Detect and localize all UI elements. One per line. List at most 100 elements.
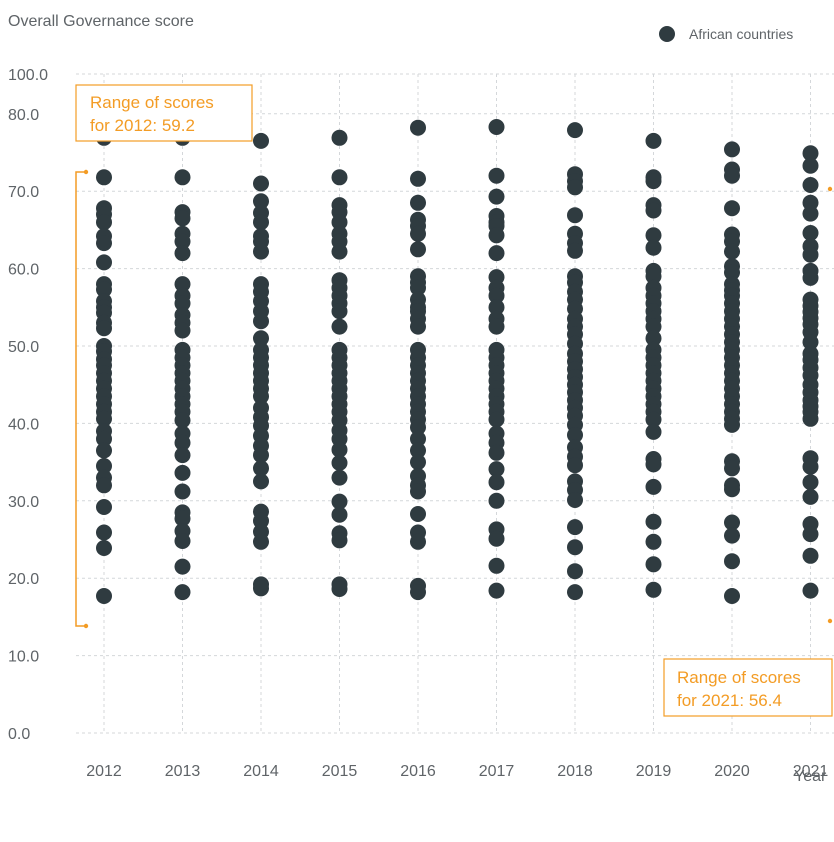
range-bracket-2012	[75, 171, 86, 627]
data-point	[802, 246, 819, 263]
data-point	[410, 584, 426, 601]
data-point	[645, 411, 662, 428]
y-tick-label: 20.0	[8, 571, 39, 588]
range-bracket-end-bottom-2012	[83, 623, 89, 629]
data-point	[253, 533, 269, 550]
data-point	[96, 281, 112, 298]
data-point	[802, 269, 819, 286]
data-point	[724, 588, 740, 604]
data-point	[253, 193, 269, 210]
data-point	[96, 458, 112, 474]
range-bracket-end-top-2012	[83, 169, 89, 175]
data-point	[174, 412, 191, 429]
data-point	[488, 474, 505, 491]
data-point	[802, 547, 819, 564]
data-point	[174, 210, 191, 227]
data-point	[410, 194, 426, 211]
data-point	[174, 584, 191, 601]
y-tick-label: 30.0	[8, 494, 39, 511]
data-point	[253, 330, 269, 347]
data-point	[410, 279, 426, 296]
data-point	[645, 173, 662, 190]
data-point	[724, 167, 740, 184]
data-point	[174, 533, 191, 549]
data-point	[331, 169, 348, 186]
data-point	[802, 205, 819, 222]
data-point	[802, 334, 819, 351]
callout-text-2021-line2: for 2021: 56.4	[677, 691, 782, 710]
data-point	[410, 442, 426, 459]
data-point	[488, 461, 505, 478]
data-point	[96, 430, 112, 447]
data-point	[253, 473, 269, 490]
data-point	[410, 454, 426, 471]
data-point	[488, 119, 505, 135]
callout-text-2021-line1: Range of scores	[677, 668, 801, 687]
data-point	[567, 242, 583, 259]
data-point	[96, 169, 112, 186]
data-point	[488, 444, 505, 461]
data-point	[724, 264, 740, 281]
data-point	[567, 584, 583, 601]
data-point	[174, 510, 191, 527]
data-point	[488, 245, 505, 262]
data-points	[96, 119, 819, 604]
data-point	[724, 141, 740, 158]
x-axis-ticks: 2012 2013 2014 2015 2016 2017 2018 2019 2020 2021	[86, 763, 828, 780]
data-point	[253, 447, 269, 464]
x-tick-label: 2015	[322, 763, 358, 780]
data-point	[645, 202, 662, 219]
data-point	[96, 540, 112, 556]
x-tick-label: 2016	[400, 763, 436, 780]
data-point	[567, 179, 583, 196]
data-point	[802, 157, 819, 174]
data-point	[174, 483, 191, 500]
data-point	[174, 558, 191, 575]
data-point	[645, 478, 662, 495]
data-point	[253, 388, 269, 405]
data-point	[645, 581, 662, 598]
y-tick-label: 60.0	[8, 262, 39, 279]
callout-text-2012-line2: for 2012: 59.2	[90, 116, 195, 135]
data-point	[802, 582, 819, 599]
data-point	[567, 457, 583, 474]
data-point	[802, 458, 819, 475]
data-point	[96, 254, 112, 271]
data-point	[410, 419, 426, 436]
data-point	[802, 526, 819, 543]
data-point	[331, 303, 348, 320]
data-point	[645, 268, 662, 285]
data-point	[174, 245, 191, 262]
data-point	[96, 410, 112, 427]
data-point	[253, 214, 269, 231]
annotation-2012: Range of scores for 2012: 59.2	[75, 84, 253, 629]
data-point	[645, 239, 662, 256]
data-point	[567, 519, 583, 536]
x-tick-label: 2018	[557, 763, 593, 780]
data-point	[331, 506, 348, 523]
data-point	[567, 492, 583, 508]
data-point	[96, 477, 112, 494]
data-point	[567, 427, 583, 443]
data-point	[174, 295, 191, 312]
y-tick-label: 10.0	[8, 649, 39, 666]
data-point	[174, 434, 191, 451]
data-point	[724, 514, 740, 531]
data-point	[802, 145, 819, 162]
data-point	[331, 493, 348, 510]
data-point	[253, 313, 269, 330]
data-point	[488, 299, 505, 316]
data-point	[96, 235, 112, 252]
data-point	[645, 330, 662, 347]
callout-box-2021	[663, 658, 833, 717]
data-point	[724, 243, 740, 260]
data-point	[331, 129, 348, 146]
data-point	[410, 241, 426, 258]
y-axis-title: Overall Governance score	[8, 13, 194, 30]
legend-label: African countries	[689, 26, 793, 42]
data-point	[331, 243, 348, 260]
data-point	[724, 553, 740, 570]
data-point	[488, 492, 505, 509]
x-tick-label: 2019	[636, 763, 672, 780]
data-point	[410, 318, 426, 335]
